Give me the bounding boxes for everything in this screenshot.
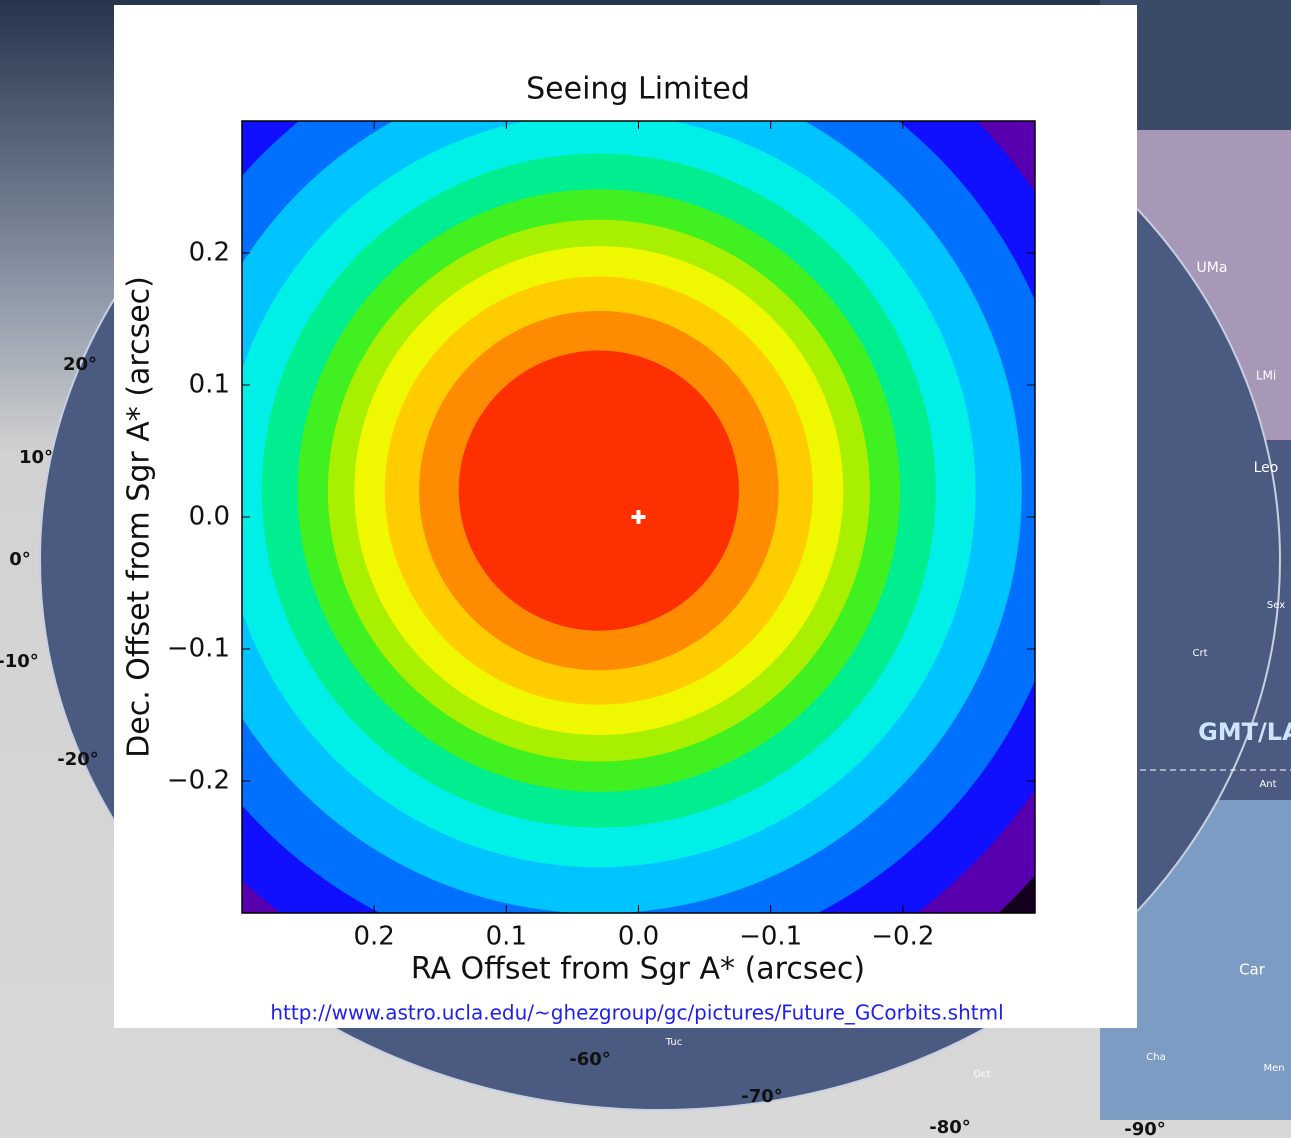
map-label: -10° [0, 651, 39, 672]
x-tick-label: 0.0 [618, 922, 659, 952]
sgr-a-marker [631, 510, 646, 524]
y-tick-label: 0.2 [189, 238, 230, 268]
map-label: Car [1239, 961, 1266, 979]
map-label: -20° [57, 749, 99, 770]
y-tick-label: 0.1 [189, 370, 230, 400]
map-label: Men [1263, 1063, 1284, 1074]
map-label: 10° [19, 447, 53, 468]
y-tick-label: −0.2 [167, 766, 230, 796]
map-label: Leo [1254, 460, 1279, 476]
x-tick-label: 0.1 [486, 922, 527, 952]
map-label: -80° [929, 1117, 971, 1138]
y-tick-label: −0.1 [167, 634, 230, 664]
x-axis-label: RA Offset from Sgr A* (arcsec) [411, 952, 865, 987]
y-tick-label: 0.0 [189, 502, 230, 532]
intensity-ring [458, 350, 739, 631]
map-label: GMT/LAS [1198, 718, 1291, 746]
map-label: Tuc [665, 1037, 682, 1048]
x-tick-label: −0.1 [739, 922, 802, 952]
y-axis-label: Dec. Offset from Sgr A* (arcsec) [122, 276, 157, 758]
map-label: -90° [1124, 1119, 1166, 1138]
plot-area [242, 121, 1035, 913]
map-label: UMa [1197, 260, 1228, 276]
map-label: 20° [63, 354, 97, 375]
x-tick-label: −0.2 [871, 922, 934, 952]
chart-title: Seeing Limited [526, 72, 750, 107]
map-label: Oct [973, 1069, 990, 1080]
map-label: -70° [741, 1086, 783, 1107]
x-tick-label: 0.2 [353, 922, 394, 952]
map-label: -60° [569, 1049, 611, 1070]
map-label: 0° [9, 549, 31, 570]
map-label: Cha [1146, 1052, 1165, 1063]
map-label: LMi [1256, 369, 1276, 383]
map-label: Ant [1259, 779, 1276, 790]
source-link[interactable]: http://www.astro.ucla.edu/~ghezgroup/gc/… [270, 1001, 1003, 1025]
map-label: Sex [1267, 600, 1285, 611]
map-label: Crt [1192, 648, 1207, 659]
